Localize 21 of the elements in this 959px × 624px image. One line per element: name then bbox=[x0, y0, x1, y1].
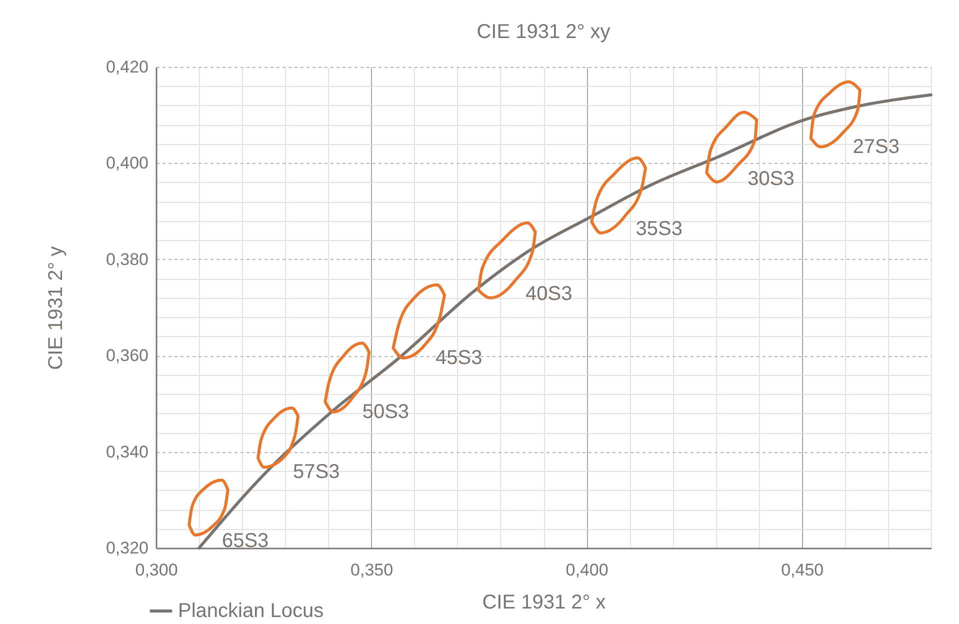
annotation: 57S3 bbox=[293, 461, 340, 484]
chart-title: CIE 1931 2° xy bbox=[476, 21, 610, 43]
annotation: 40S3 bbox=[526, 283, 572, 306]
x-tick-label: 0,350 bbox=[350, 560, 394, 580]
x-axis-title: CIE 1931 2° x bbox=[482, 592, 606, 614]
x-tick-label: 0,450 bbox=[781, 560, 824, 580]
annotation: 35S3 bbox=[636, 218, 682, 240]
y-tick-label: 0,320 bbox=[106, 538, 148, 558]
y-tick-label: 0,340 bbox=[106, 442, 148, 462]
annotation: 30S3 bbox=[748, 168, 794, 190]
annotation: 45S3 bbox=[436, 347, 482, 370]
y-tick-label: 0,380 bbox=[106, 250, 148, 269]
y-tick-label: 0,360 bbox=[106, 346, 148, 366]
y-tick-label: 0,420 bbox=[106, 58, 148, 76]
legend-label: Planckian Locus bbox=[178, 600, 324, 622]
annotation: 65S3 bbox=[222, 530, 269, 552]
annotation: 27S3 bbox=[852, 136, 900, 158]
y-axis-title: CIE 1931 2° y bbox=[44, 246, 67, 370]
x-tick-label: 0,400 bbox=[566, 560, 608, 580]
y-tick-label: 0,400 bbox=[106, 154, 148, 173]
x-tick-label: 0,300 bbox=[135, 560, 178, 580]
